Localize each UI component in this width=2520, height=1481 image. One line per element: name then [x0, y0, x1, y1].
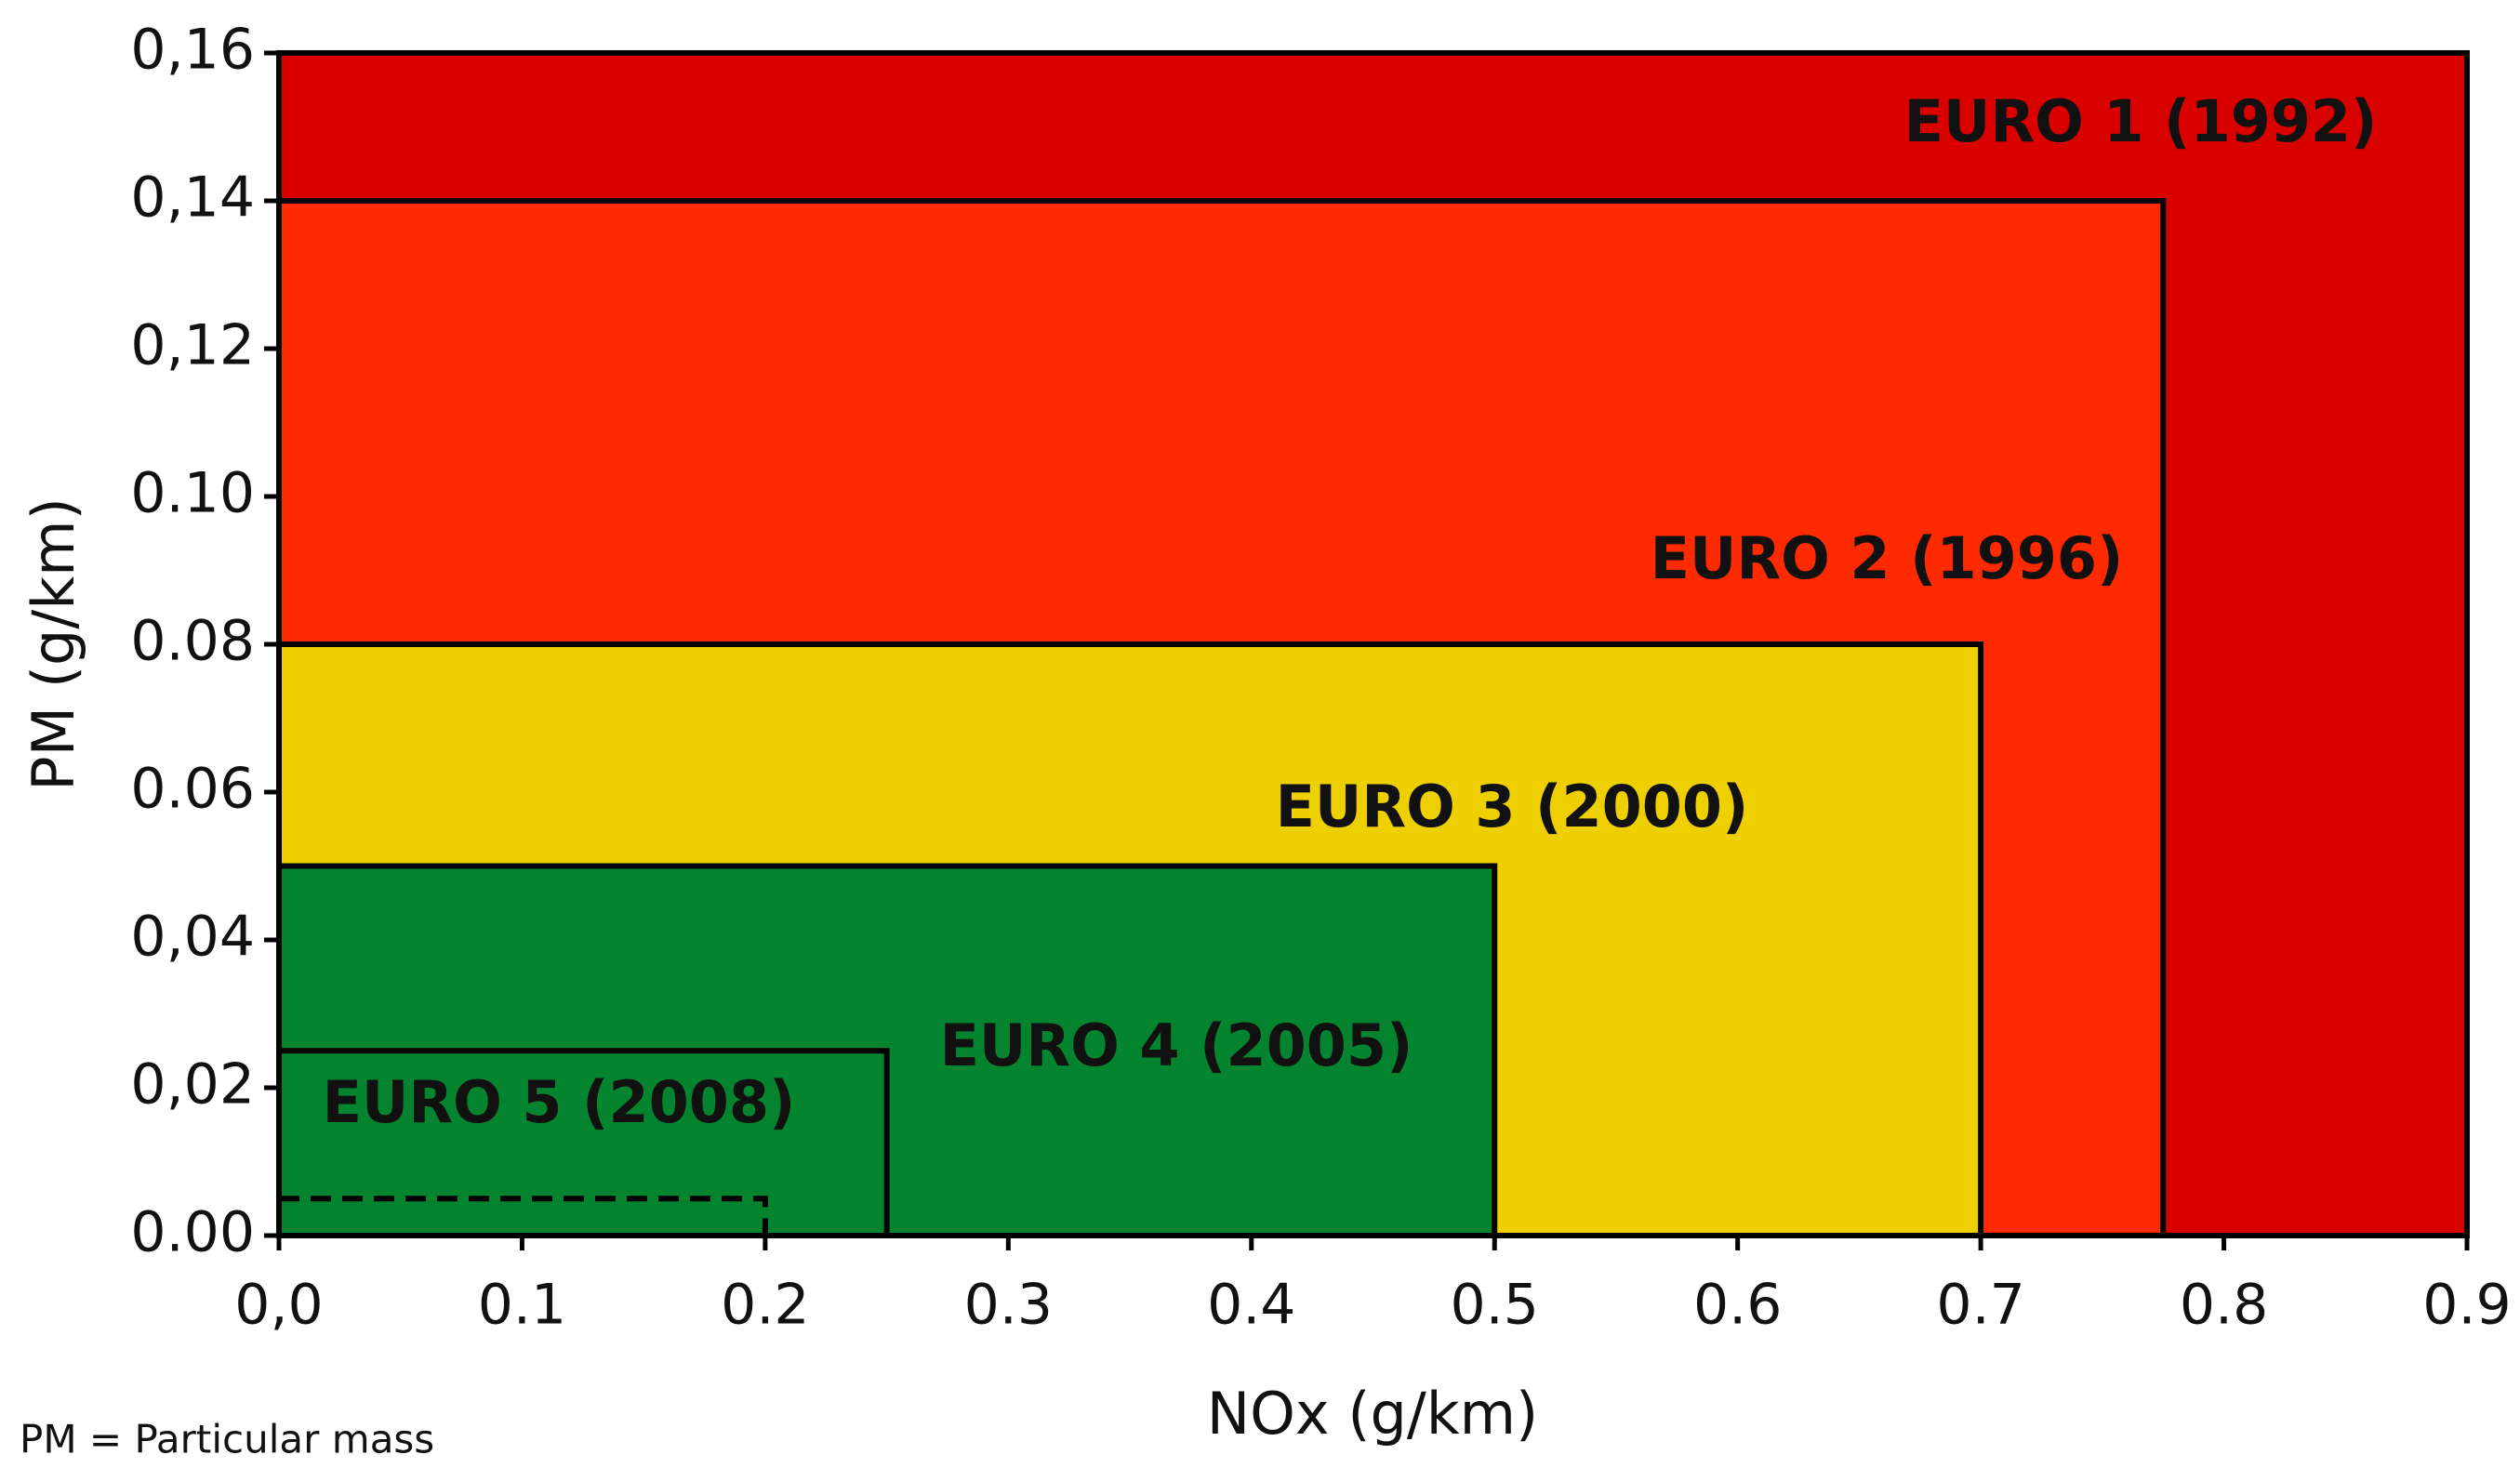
y-tick-label: 0.00: [130, 1200, 255, 1265]
x-tick-label: 0.6: [1693, 1273, 1782, 1338]
y-tick-label: 0,04: [130, 905, 255, 970]
x-tick-label: 0,0: [234, 1273, 323, 1338]
series-label: EURO 5 (2008): [323, 1068, 796, 1136]
y-axis-title: PM (g/km): [20, 497, 87, 791]
series-label: EURO 3 (2000): [1276, 773, 1749, 840]
dashed-box: [279, 1196, 768, 1236]
y-tick-label: 0,16: [130, 18, 255, 83]
y-tick-label: 0.08: [130, 609, 255, 674]
series-label: EURO 2 (1996): [1651, 524, 2124, 592]
y-tick-label: 0.10: [130, 461, 255, 526]
x-tick-label: 0.2: [721, 1273, 809, 1338]
series-label: EURO 4 (2005): [940, 1012, 1413, 1079]
y-tick-label: 0,02: [130, 1052, 255, 1117]
x-tick-label: 0.9: [2422, 1273, 2511, 1338]
x-tick-label: 0.3: [964, 1273, 1053, 1338]
y-tick-label: 0,14: [130, 165, 255, 231]
x-tick-label: 0.7: [1936, 1273, 2024, 1338]
x-axis-title: NOx (g/km): [1207, 1380, 1539, 1448]
x-tick-label: 0.4: [1207, 1273, 1295, 1338]
x-tick-label: 0.5: [1451, 1273, 1539, 1338]
x-tick-label: 0.8: [2180, 1273, 2268, 1338]
series-label: EURO 1 (1992): [1904, 87, 2378, 155]
y-tick-label: 0.06: [130, 757, 255, 822]
y-tick-label: 0,12: [130, 313, 255, 378]
x-tick-label: 0.1: [478, 1273, 566, 1338]
footnote: PM = Particular mass: [20, 1417, 434, 1462]
